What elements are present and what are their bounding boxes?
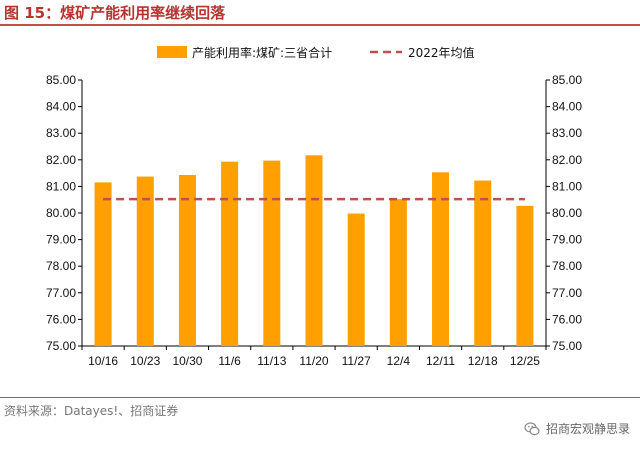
- legend-label-line: 2022年均值: [408, 45, 475, 60]
- brand-name: 招商宏观静思录: [545, 422, 630, 436]
- x-tick-label: 12/18: [468, 354, 498, 368]
- y-tick-label-left: 84.00: [46, 100, 76, 114]
- y-tick-label-right: 80.00: [552, 206, 582, 220]
- y-tick-label-left: 77.00: [46, 286, 76, 300]
- source-divider: [0, 397, 640, 398]
- bar: [263, 160, 281, 346]
- source-note: 资料来源：Datayes!、招商证券: [4, 404, 179, 418]
- y-tick-label-right: 77.00: [552, 286, 582, 300]
- bar: [432, 172, 450, 346]
- y-tick-label-left: 81.00: [46, 179, 76, 193]
- legend-label-bar: 产能利用率:煤矿:三省合计: [192, 45, 332, 60]
- y-tick-label-right: 78.00: [552, 259, 582, 273]
- y-tick-label-left: 80.00: [46, 206, 76, 220]
- x-tick-label: 10/30: [172, 354, 202, 368]
- chart-title: 图 15：煤矿产能利用率继续回落: [4, 4, 226, 22]
- bar: [221, 161, 239, 346]
- bar: [136, 176, 154, 346]
- x-tick-label: 12/4: [387, 354, 411, 368]
- bar: [178, 174, 196, 346]
- legend-swatch-bar: [157, 46, 187, 58]
- x-tick-label: 10/23: [130, 354, 160, 368]
- axes: 75.00 76.00 77.00 78.00 79.00 80.00 81.00 82.00…: [46, 73, 582, 353]
- y-tick-label-left: 83.00: [46, 126, 76, 140]
- bar: [389, 199, 407, 346]
- y-tick-label-left: 75.00: [46, 339, 76, 353]
- bar: [516, 205, 534, 346]
- bar: [347, 213, 365, 346]
- x-tick-label: 10/16: [88, 354, 118, 368]
- y-tick-label-right: 84.00: [552, 100, 582, 114]
- x-tick-label: 11/13: [257, 354, 286, 368]
- y-tick-label-right: 81.00: [552, 179, 582, 193]
- x-tick-label: 11/27: [342, 354, 371, 368]
- x-tick-label: 11/20: [299, 354, 328, 368]
- y-tick-label-left: 82.00: [46, 153, 76, 167]
- y-tick-label-right: 75.00: [552, 339, 582, 353]
- x-axis-labels: 10/16 10/23 10/30 11/6 11/13 11/20 11/27 12/4 12…: [81, 346, 547, 368]
- legend: 产能利用率:煤矿:三省合计 2022年均值: [157, 45, 475, 60]
- y-tick-label-right: 76.00: [552, 312, 582, 326]
- brand-watermark: 招商宏观静思录: [524, 420, 630, 437]
- title-divider: [0, 24, 640, 26]
- y-tick-label-right: 79.00: [552, 233, 582, 247]
- bar: [474, 180, 492, 346]
- y-tick-label-right: 85.00: [552, 73, 582, 87]
- y-tick-label-right: 82.00: [552, 153, 582, 167]
- bar: [305, 155, 323, 346]
- wechat-icon: [524, 421, 540, 435]
- y-tick-label-left: 85.00: [46, 73, 76, 87]
- x-tick-label: 12/11: [426, 354, 455, 368]
- y-tick-label-left: 76.00: [46, 312, 76, 326]
- y-tick-label-left: 79.00: [46, 233, 76, 247]
- x-tick-label: 11/6: [218, 354, 241, 368]
- y-tick-label-right: 83.00: [552, 126, 582, 140]
- y-tick-label-left: 78.00: [46, 259, 76, 273]
- bar-chart: 产能利用率:煤矿:三省合计 2022年均值 75.00 76.00 77.00 78.0…: [46, 45, 582, 368]
- x-tick-label: 12/25: [510, 354, 540, 368]
- bar: [94, 182, 112, 346]
- bars: [94, 155, 534, 346]
